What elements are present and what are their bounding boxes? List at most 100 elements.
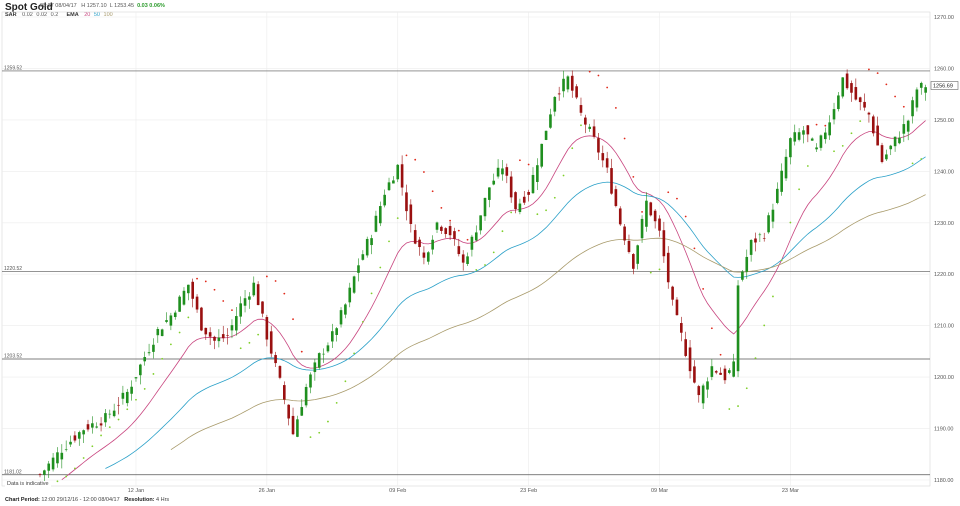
x-tick-label: 26 Jan — [259, 488, 276, 494]
candle-body — [453, 231, 456, 239]
sar-dot — [894, 95, 896, 98]
candle-body — [780, 170, 783, 192]
sar-dot — [806, 165, 809, 167]
candle-body — [252, 282, 256, 296]
candle-body — [64, 449, 68, 450]
candle-body — [461, 254, 465, 263]
resolution-label: Resolution: — [124, 497, 155, 503]
sar-dot — [178, 331, 181, 334]
sar-dot — [780, 259, 783, 262]
candle-body — [697, 386, 701, 396]
candle-body — [387, 182, 391, 191]
candle-body — [278, 366, 282, 378]
sar-dot — [754, 357, 757, 360]
candle-body — [588, 126, 592, 129]
candle-body — [99, 423, 103, 426]
sar-dot — [353, 352, 356, 355]
sar-dot — [327, 420, 329, 423]
candle-body — [614, 189, 618, 206]
candle-body — [736, 285, 740, 372]
candle-body — [728, 370, 731, 373]
sar-dot — [824, 124, 827, 127]
sar-dot — [265, 275, 268, 278]
sar-dot — [719, 353, 722, 356]
sar-dot — [841, 144, 844, 147]
quote-time: 08:37 08/04/17 — [40, 3, 77, 9]
sar-dot — [126, 408, 129, 411]
candle-body — [217, 337, 221, 342]
candle-body — [858, 97, 862, 103]
candle-body — [304, 386, 308, 406]
candle-body — [365, 238, 369, 256]
candle-body — [134, 377, 138, 379]
candle-body — [832, 109, 836, 120]
candle-body — [422, 252, 426, 258]
candle-body — [235, 316, 238, 331]
candle-body — [291, 415, 295, 435]
sar-dot — [850, 132, 853, 135]
candle-body — [95, 426, 99, 428]
horizontal-lines[interactable]: 1259.52 1220.52 1203.52 1181.02 — [2, 65, 930, 475]
sar-dot — [204, 280, 207, 283]
sar-dot — [868, 68, 870, 71]
candle-body — [143, 357, 147, 362]
candle-body — [104, 413, 107, 423]
indicator-sar[interactable]: SAR 0.02 0.02 0.2 EMA 20 50 100 — [5, 12, 115, 18]
candle-body — [69, 441, 72, 445]
sar-dot — [745, 387, 748, 390]
chart-grid — [1, 11, 931, 487]
candle-body — [880, 145, 884, 162]
candle-body — [575, 86, 578, 98]
chart-footer: Chart Period: 12:00 29/12/16 - 12:00 08/… — [5, 497, 169, 503]
candle-body — [693, 366, 696, 383]
sar-dot — [344, 380, 347, 383]
y-tick-label: 1210.00 — [934, 324, 954, 330]
candle-body — [662, 230, 666, 257]
candle-body — [527, 191, 530, 195]
candle-body — [91, 423, 94, 428]
candle-body — [86, 424, 90, 430]
candle-body — [845, 73, 849, 89]
sar-dot — [658, 268, 661, 271]
sar-dot — [693, 247, 696, 250]
indicator-param: 0.02 — [36, 12, 48, 18]
candle-body — [352, 276, 356, 293]
candle-body — [400, 164, 404, 188]
y-tick-label: 1250.00 — [934, 118, 954, 124]
x-tick-label: 23 Mar — [782, 488, 799, 494]
candle-body — [841, 77, 845, 97]
candle-body — [706, 381, 709, 390]
candle-body — [230, 325, 234, 331]
candle-body — [536, 165, 539, 182]
sar-dots — [47, 68, 923, 484]
sar-dot — [580, 124, 582, 127]
candle-body — [204, 327, 208, 335]
candle-body — [710, 366, 714, 377]
candle-body — [924, 87, 927, 93]
candle-body — [719, 372, 722, 375]
sar-dot — [248, 341, 251, 344]
candle-body — [317, 353, 321, 368]
plot-frame — [1, 11, 931, 487]
candle-body — [819, 135, 823, 148]
candle-body — [675, 299, 679, 316]
candle-body — [557, 93, 561, 95]
candle-body — [518, 203, 522, 212]
candle-body — [339, 310, 343, 325]
candle-body — [680, 323, 683, 333]
candle-body — [226, 335, 229, 336]
sar-dot — [466, 238, 469, 241]
candle-body — [653, 210, 657, 222]
sar-dot — [370, 292, 373, 295]
candle-body — [152, 344, 155, 352]
candle-body — [378, 206, 382, 224]
candle-body — [802, 130, 805, 135]
candle-body — [326, 345, 330, 352]
candle-body — [810, 138, 814, 141]
candle-body — [666, 252, 670, 283]
candle-body — [867, 112, 871, 115]
indicator-name: EMA — [66, 12, 79, 18]
sar-dot — [292, 318, 294, 321]
sar-dot — [100, 434, 102, 437]
